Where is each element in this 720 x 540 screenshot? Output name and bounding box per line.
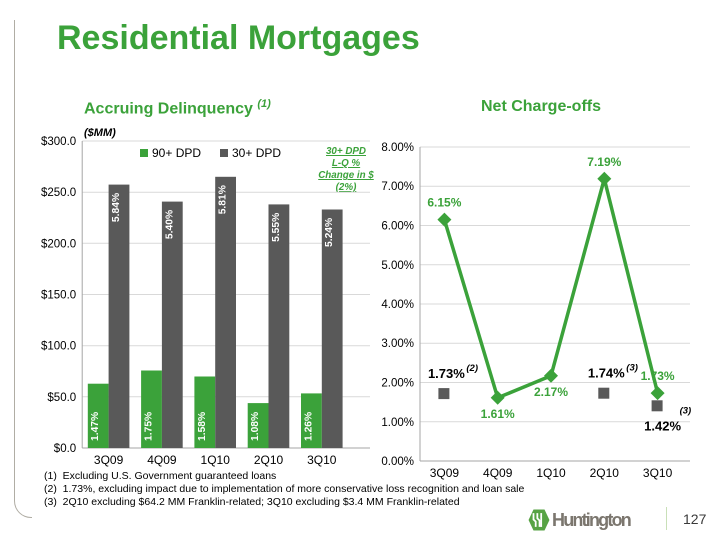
svg-text:$50.0: $50.0: [47, 392, 76, 404]
svg-text:5.81%: 5.81%: [218, 185, 229, 214]
svg-text:2.00%: 2.00%: [381, 378, 414, 390]
svg-text:(3): (3): [680, 405, 692, 416]
svg-text:$250.0: $250.0: [41, 187, 76, 199]
svg-text:1.74%: 1.74%: [588, 366, 625, 381]
svg-text:$0.0: $0.0: [54, 443, 76, 455]
svg-text:8.00%: 8.00%: [381, 142, 414, 154]
svg-text:$100.0: $100.0: [41, 341, 76, 353]
svg-text:5.24%: 5.24%: [324, 218, 335, 247]
svg-text:1.47%: 1.47%: [90, 412, 101, 441]
svg-text:$200.0: $200.0: [41, 238, 76, 250]
svg-text:4Q09: 4Q09: [147, 453, 177, 467]
svg-text:5.00%: 5.00%: [381, 260, 414, 272]
svg-text:1.26%: 1.26%: [303, 412, 314, 441]
svg-text:7.00%: 7.00%: [381, 181, 414, 193]
svg-text:1.73%: 1.73%: [641, 369, 675, 383]
svg-text:1.61%: 1.61%: [481, 407, 515, 421]
svg-text:5.40%: 5.40%: [164, 210, 175, 239]
svg-text:6.15%: 6.15%: [427, 196, 461, 210]
svg-text:3Q10: 3Q10: [643, 466, 673, 480]
svg-text:(2): (2): [466, 363, 478, 374]
svg-text:4.00%: 4.00%: [381, 299, 414, 311]
svg-text:1Q10: 1Q10: [201, 453, 231, 467]
svg-text:1.73%: 1.73%: [428, 366, 465, 381]
svg-text:5.55%: 5.55%: [271, 213, 282, 242]
svg-text:90+ DPD: 90+ DPD: [152, 146, 201, 160]
svg-text:30+ DPD: 30+ DPD: [232, 146, 281, 160]
svg-text:0.00%: 0.00%: [381, 456, 414, 468]
svg-text:1.75%: 1.75%: [144, 412, 155, 441]
svg-text:(3): (3): [626, 363, 638, 374]
svg-text:3Q10: 3Q10: [307, 453, 337, 467]
svg-text:5.84%: 5.84%: [111, 193, 122, 222]
svg-text:1.00%: 1.00%: [381, 417, 414, 429]
svg-text:3.00%: 3.00%: [381, 338, 414, 350]
svg-text:1.58%: 1.58%: [197, 412, 208, 441]
svg-text:7.19%: 7.19%: [587, 155, 621, 169]
svg-text:2.17%: 2.17%: [534, 385, 568, 399]
svg-text:2Q10: 2Q10: [590, 466, 620, 480]
svg-text:$300.0: $300.0: [41, 136, 76, 148]
svg-text:1.42%: 1.42%: [644, 418, 681, 433]
svg-text:6.00%: 6.00%: [381, 221, 414, 233]
svg-text:3Q09: 3Q09: [94, 453, 124, 467]
svg-text:$150.0: $150.0: [41, 290, 76, 302]
svg-text:2Q10: 2Q10: [254, 453, 284, 467]
svg-text:1.08%: 1.08%: [250, 412, 261, 441]
svg-text:1Q10: 1Q10: [536, 466, 566, 480]
